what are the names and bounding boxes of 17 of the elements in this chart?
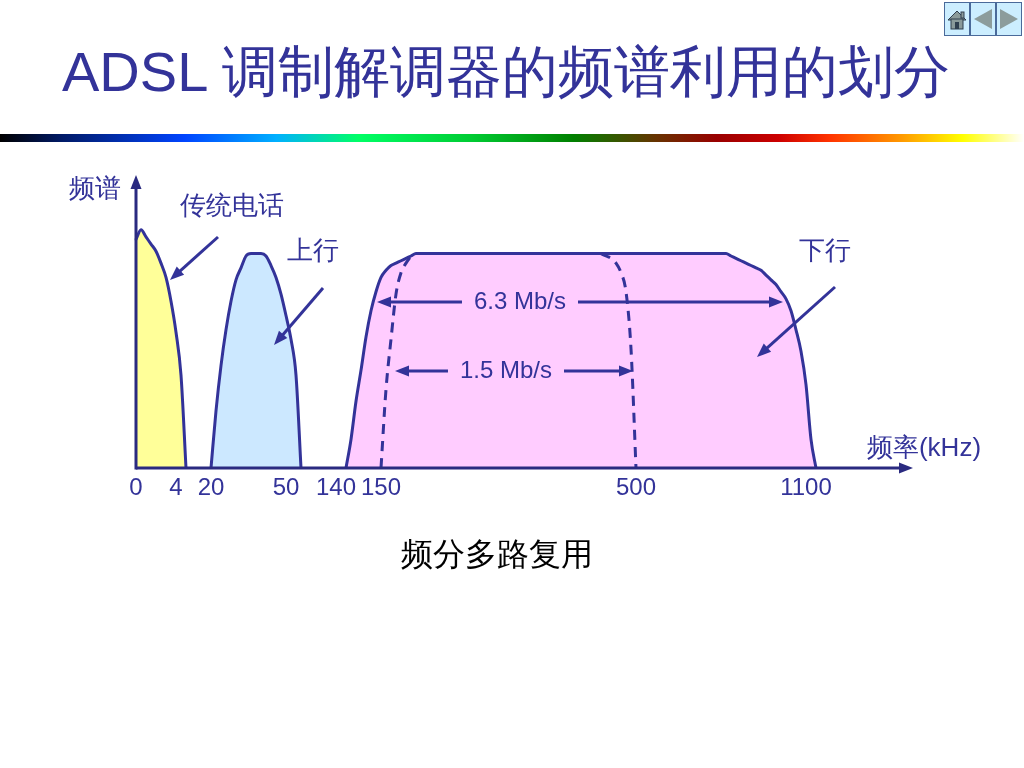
annotation: 1.5 Mb/s — [459, 355, 553, 383]
x-tick-label: 140 — [315, 472, 357, 500]
text: 频分多路复用 — [401, 536, 593, 573]
x-tick-label: 4 — [169, 472, 183, 500]
x-tick-label: 50 — [272, 472, 300, 500]
y-axis-title: 频谱 — [69, 173, 121, 204]
x-tick-label: 1100 — [780, 472, 832, 500]
x-tick-label: 150 — [360, 472, 402, 500]
annotation: 6.3 Mb/s — [473, 286, 567, 314]
x-tick-label: 0 — [129, 472, 143, 500]
chart-title: ADSL 调制解调器的频谱利用的划分 — [62, 40, 950, 104]
series-label: 上行 — [287, 235, 339, 266]
series-label: 下行 — [799, 235, 851, 266]
x-axis-title: 频率(kHz) — [866, 432, 982, 463]
x-tick-label: 500 — [615, 472, 657, 500]
series-label: 传统电话 — [180, 190, 284, 221]
x-tick-label: 20 — [197, 472, 225, 500]
